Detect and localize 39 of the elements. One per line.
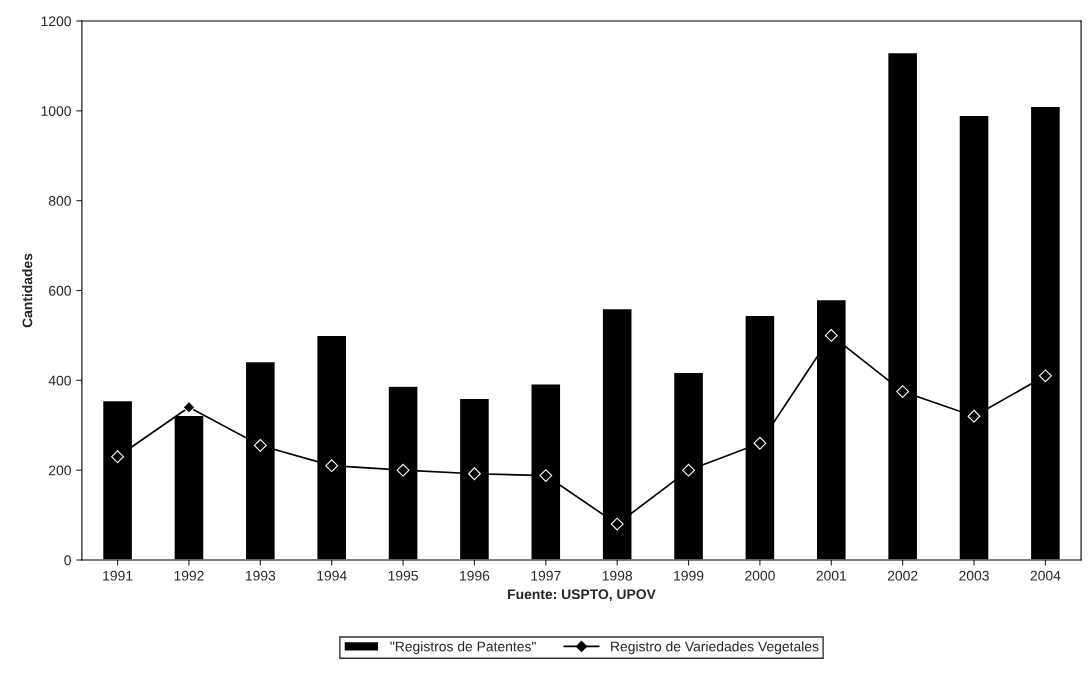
- point: [539, 469, 553, 483]
- point: [610, 517, 624, 531]
- legend-label: "Registros de Patentes": [390, 641, 536, 655]
- y-tick-label: 200: [49, 465, 71, 476]
- point: [682, 463, 695, 477]
- x-tick-label: 2003: [959, 570, 989, 581]
- x-tick-label: 2000: [745, 570, 775, 581]
- point: [967, 409, 981, 423]
- x-tick-label: 1996: [460, 570, 490, 581]
- y-tick-label: 1000: [41, 106, 71, 116]
- x-tick-label: 2002: [887, 570, 918, 581]
- point: [325, 459, 339, 473]
- x-tick-label: 1997: [531, 570, 561, 581]
- point: [182, 400, 196, 414]
- point: [396, 463, 410, 477]
- y-tick-label: 400: [48, 375, 71, 386]
- x-tick-label: 1995: [388, 570, 418, 581]
- point: [111, 450, 125, 464]
- x-axis-title: Fuente: USPTO, UPOV: [508, 589, 656, 602]
- point: [896, 385, 910, 399]
- x-tick-label: 1991: [103, 570, 133, 581]
- point: [1038, 369, 1052, 383]
- x-tick-label: 1993: [245, 570, 276, 581]
- x-tick-label: 1994: [317, 570, 347, 581]
- point: [753, 436, 767, 450]
- x-tick-label: 2001: [816, 570, 847, 581]
- y-tick-label: 1200: [41, 16, 71, 27]
- point: [467, 467, 481, 481]
- x-tick-label: 1998: [602, 570, 633, 581]
- y-tick-label: 800: [48, 196, 71, 206]
- legend-label: Registro de Variedades Vegetales: [611, 641, 819, 655]
- point: [253, 439, 267, 452]
- y-axis-title: Cantidades: [22, 253, 33, 328]
- x-tick-label: 1999: [674, 570, 704, 581]
- x-tick-label: 1992: [174, 570, 204, 581]
- y-tick-label: 600: [49, 285, 71, 296]
- point: [824, 328, 838, 342]
- y-tick-label: 0: [64, 555, 71, 566]
- x-tick-label: 2004: [1030, 570, 1061, 581]
